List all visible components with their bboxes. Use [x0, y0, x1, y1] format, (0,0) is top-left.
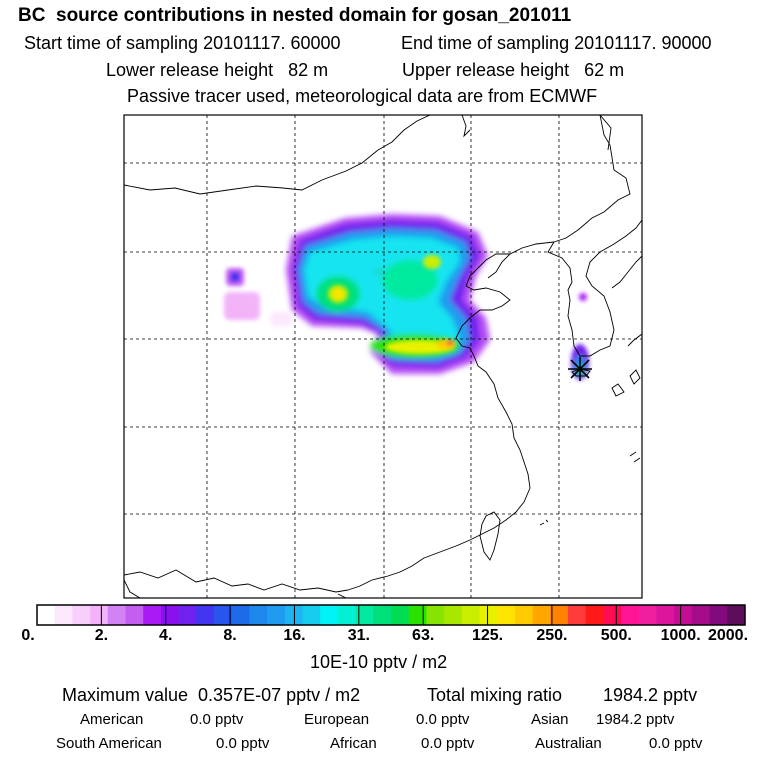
colorbar-cell [621, 605, 640, 625]
colorbar-cell [550, 605, 569, 625]
colorbar-cell [656, 605, 675, 625]
region-name: American [80, 711, 144, 728]
colorbar-cell [125, 605, 144, 625]
colorbar-cell [231, 605, 250, 625]
colorbar-tick-label: 500. [600, 627, 632, 644]
colorbar-cell [709, 605, 728, 625]
colorbar-cell [444, 605, 463, 625]
colorbar-cell [284, 605, 303, 625]
colorbar-cell [638, 605, 657, 625]
colorbar-cell [603, 605, 622, 625]
colorbar-cell [72, 605, 91, 625]
colorbar-cell [320, 605, 339, 625]
colorbar-cell [249, 605, 268, 625]
colorbar-cell [568, 605, 587, 625]
colorbar-cell [426, 605, 445, 625]
map-frame [123, 114, 643, 599]
colorbar-tick-label: 8. [223, 627, 237, 644]
colorbar-tick-label: 2. [94, 627, 109, 644]
colorbar-cell [727, 605, 746, 625]
region-value: 0.0 pptv [416, 711, 470, 728]
colorbar-tick-label: 4. [159, 627, 173, 644]
colorbar-cell [585, 605, 604, 625]
total-mixing-value: 1984.2 pptv [603, 685, 698, 705]
colorbar-cell [391, 605, 410, 625]
colorbar-cell [143, 605, 162, 625]
colorbar-cell [479, 605, 498, 625]
start-time-label: Start time of sampling 20101117. 60000 [24, 33, 341, 53]
colorbar-tick-label: 250. [536, 627, 568, 644]
colorbar-cell [461, 605, 480, 625]
colorbar-cell [178, 605, 197, 625]
maximum-value: Maximum value 0.357E-07 pptv / m2 [62, 685, 361, 705]
upper-release-label: Upper release height 62 m [402, 60, 625, 80]
colorbar-cell [107, 605, 126, 625]
colorbar-tick-label: 31. [347, 627, 370, 644]
colorbar-cell [160, 605, 180, 625]
colorbar-cell [514, 605, 534, 625]
colorbar-tick-label: 1000. [660, 627, 701, 644]
colorbar-cell [37, 605, 56, 625]
colorbar-tick-label: 16. [283, 627, 306, 644]
colorbar-cell [267, 605, 286, 625]
colorbar-tick-label: 125. [471, 627, 504, 644]
region-name: Australian [535, 735, 602, 752]
receptor-marker-icon [568, 357, 592, 381]
colorbar-cell [355, 605, 374, 625]
colorbar-cell [532, 605, 551, 625]
region-name: African [330, 735, 377, 752]
colorbar-cell [497, 605, 516, 625]
tracer-note: Passive tracer used, meteorological data… [127, 86, 598, 106]
total-mixing-label: Total mixing ratio [427, 685, 563, 705]
colorbar-cell [214, 605, 233, 625]
region-value: 0.0 pptv [216, 735, 270, 752]
region-name: Asian [531, 711, 569, 728]
colorbar-tick-label: 2000. [707, 627, 749, 644]
colorbar-units: 10E-10 pptv / m2 [310, 652, 448, 672]
colorbar-cell [337, 605, 357, 625]
lower-release-label: Lower release height 82 m [106, 60, 329, 80]
end-time-label: End time of sampling 20101117. 90000 [401, 33, 712, 53]
colorbar-cell [302, 605, 321, 625]
colorbar-cell [373, 605, 392, 625]
plot-title: BC source contributions in nested domain… [18, 5, 572, 26]
lat-lon-grid [124, 115, 642, 598]
region-name: European [304, 711, 370, 728]
colorbar-cell [54, 605, 73, 625]
colorbar-cells [37, 605, 746, 625]
colorbar-cell [674, 605, 693, 625]
colorbar-cell [691, 605, 711, 625]
colorbar-tick-label: 0. [21, 627, 35, 644]
colorbar-frame [36, 604, 746, 626]
colorbar [36, 604, 746, 626]
region-name: South American [56, 735, 162, 752]
region-value: 0.0 pptv [649, 735, 703, 752]
colorbar-cell [408, 605, 427, 625]
colorbar-tick-label: 63. [412, 627, 435, 644]
colorbar-cell [196, 605, 215, 625]
colorbar-cell [90, 605, 109, 625]
region-value: 0.0 pptv [190, 711, 244, 728]
region-value: 0.0 pptv [421, 735, 475, 752]
region-value: 1984.2 pptv [596, 711, 675, 728]
